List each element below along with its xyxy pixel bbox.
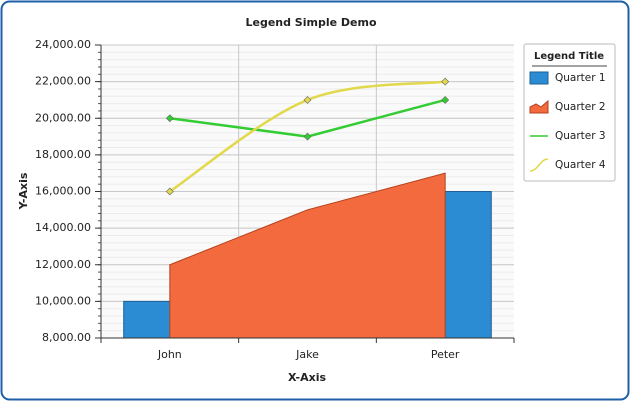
- plot-area: 8,000.00 10,000.00 12,000.00 14,000.00 16,00…: [35, 38, 515, 361]
- marker: [165, 114, 174, 123]
- legend-label: Quarter 3: [555, 130, 606, 142]
- legend-label: Quarter 4: [555, 159, 606, 171]
- legend-title: Legend Title: [534, 51, 604, 62]
- legend-label: Quarter 2: [555, 101, 606, 113]
- marker: [165, 187, 174, 196]
- y-tick-label: 24,000.00: [35, 38, 91, 51]
- x-tick-label: Jake: [295, 348, 319, 361]
- marker: [441, 77, 450, 86]
- legend-icon: [529, 99, 549, 114]
- y-tick-label: 16,000.00: [35, 185, 91, 198]
- y-tick-label: 20,000.00: [35, 111, 91, 124]
- legend-label: Quarter 1: [555, 72, 606, 84]
- y-axis-title: Y-Axis: [17, 172, 30, 210]
- y-tick-label: 8,000.00: [42, 331, 91, 344]
- legend-icon: [529, 158, 549, 172]
- marker: [303, 96, 312, 104]
- y-tick-label: 10,000.00: [35, 294, 91, 307]
- y-tick-label: 14,000.00: [35, 221, 91, 234]
- chart-title: Legend Simple Demo: [245, 16, 376, 29]
- y-tick-label: 12,000.00: [35, 258, 91, 271]
- x-tick-label: John: [157, 348, 182, 361]
- legend-icon: [529, 71, 549, 85]
- y-tick-label: 18,000.00: [35, 148, 91, 161]
- marker: [303, 132, 312, 141]
- marker: [441, 96, 450, 104]
- x-axis-title: X-Axis: [288, 371, 327, 384]
- y-tick-label: 22,000.00: [35, 75, 91, 88]
- legend: Legend Title Quarter 1 Quarter 2 Quarter 3 Q…: [523, 43, 616, 182]
- x-tick-label: Peter: [431, 348, 460, 361]
